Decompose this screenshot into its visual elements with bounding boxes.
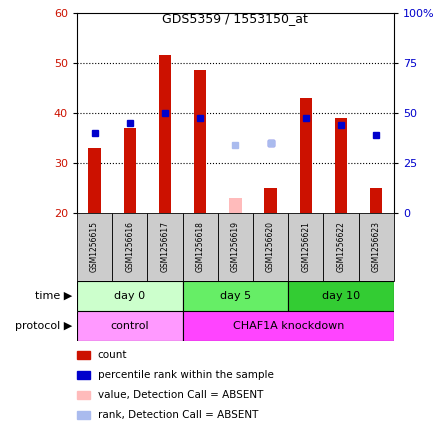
Text: day 5: day 5 xyxy=(220,291,251,301)
Text: count: count xyxy=(98,350,127,360)
Bar xyxy=(359,213,394,281)
Text: percentile rank within the sample: percentile rank within the sample xyxy=(98,370,274,380)
Bar xyxy=(300,98,312,213)
Text: GSM1256618: GSM1256618 xyxy=(196,222,205,272)
Bar xyxy=(218,213,253,281)
Bar xyxy=(77,281,183,311)
Text: value, Detection Call = ABSENT: value, Detection Call = ABSENT xyxy=(98,390,263,400)
Text: rank, Detection Call = ABSENT: rank, Detection Call = ABSENT xyxy=(98,410,258,420)
Text: GSM1256617: GSM1256617 xyxy=(161,221,169,272)
Bar xyxy=(183,311,394,341)
Bar xyxy=(183,213,218,281)
Text: GSM1256621: GSM1256621 xyxy=(301,222,310,272)
Bar xyxy=(159,55,171,213)
Text: GSM1256620: GSM1256620 xyxy=(266,221,275,272)
Text: protocol ▶: protocol ▶ xyxy=(15,321,73,331)
Bar xyxy=(194,70,206,213)
Bar xyxy=(264,188,277,213)
Bar xyxy=(124,128,136,213)
Bar xyxy=(229,198,242,213)
Bar xyxy=(88,148,101,213)
Bar xyxy=(77,411,90,419)
Text: day 10: day 10 xyxy=(322,291,360,301)
Bar xyxy=(77,351,90,359)
Bar xyxy=(288,281,394,311)
Bar xyxy=(335,118,347,213)
Text: GSM1256615: GSM1256615 xyxy=(90,221,99,272)
Bar xyxy=(288,213,323,281)
Bar xyxy=(253,213,288,281)
Bar xyxy=(77,371,90,379)
Bar xyxy=(323,213,359,281)
Text: GSM1256622: GSM1256622 xyxy=(337,222,345,272)
Text: GDS5359 / 1553150_at: GDS5359 / 1553150_at xyxy=(162,12,308,25)
Bar xyxy=(77,311,183,341)
Text: CHAF1A knockdown: CHAF1A knockdown xyxy=(232,321,344,331)
Text: day 0: day 0 xyxy=(114,291,145,301)
Text: GSM1256619: GSM1256619 xyxy=(231,221,240,272)
Text: GSM1256623: GSM1256623 xyxy=(372,221,381,272)
Bar xyxy=(183,281,288,311)
Text: control: control xyxy=(110,321,149,331)
Bar xyxy=(147,213,183,281)
Bar xyxy=(112,213,147,281)
Bar xyxy=(77,391,90,399)
Bar xyxy=(77,213,112,281)
Text: time ▶: time ▶ xyxy=(35,291,73,301)
Bar xyxy=(370,188,382,213)
Text: GSM1256616: GSM1256616 xyxy=(125,221,134,272)
